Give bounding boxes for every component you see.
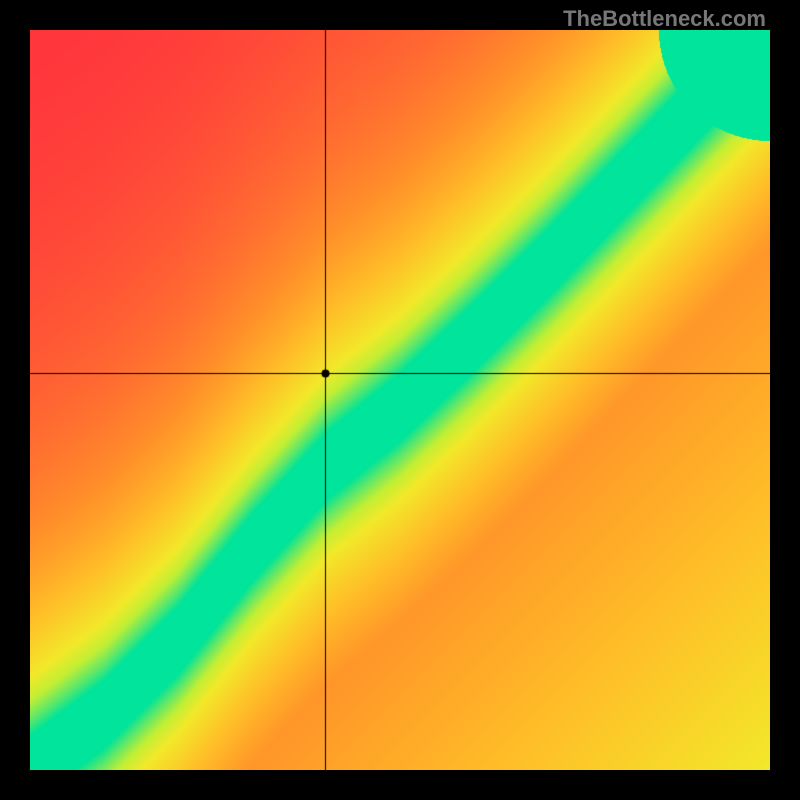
- chart-frame: TheBottleneck.com: [0, 0, 800, 800]
- heatmap-canvas: [30, 30, 770, 770]
- plot-area: [30, 30, 770, 770]
- watermark-text: TheBottleneck.com: [563, 6, 766, 32]
